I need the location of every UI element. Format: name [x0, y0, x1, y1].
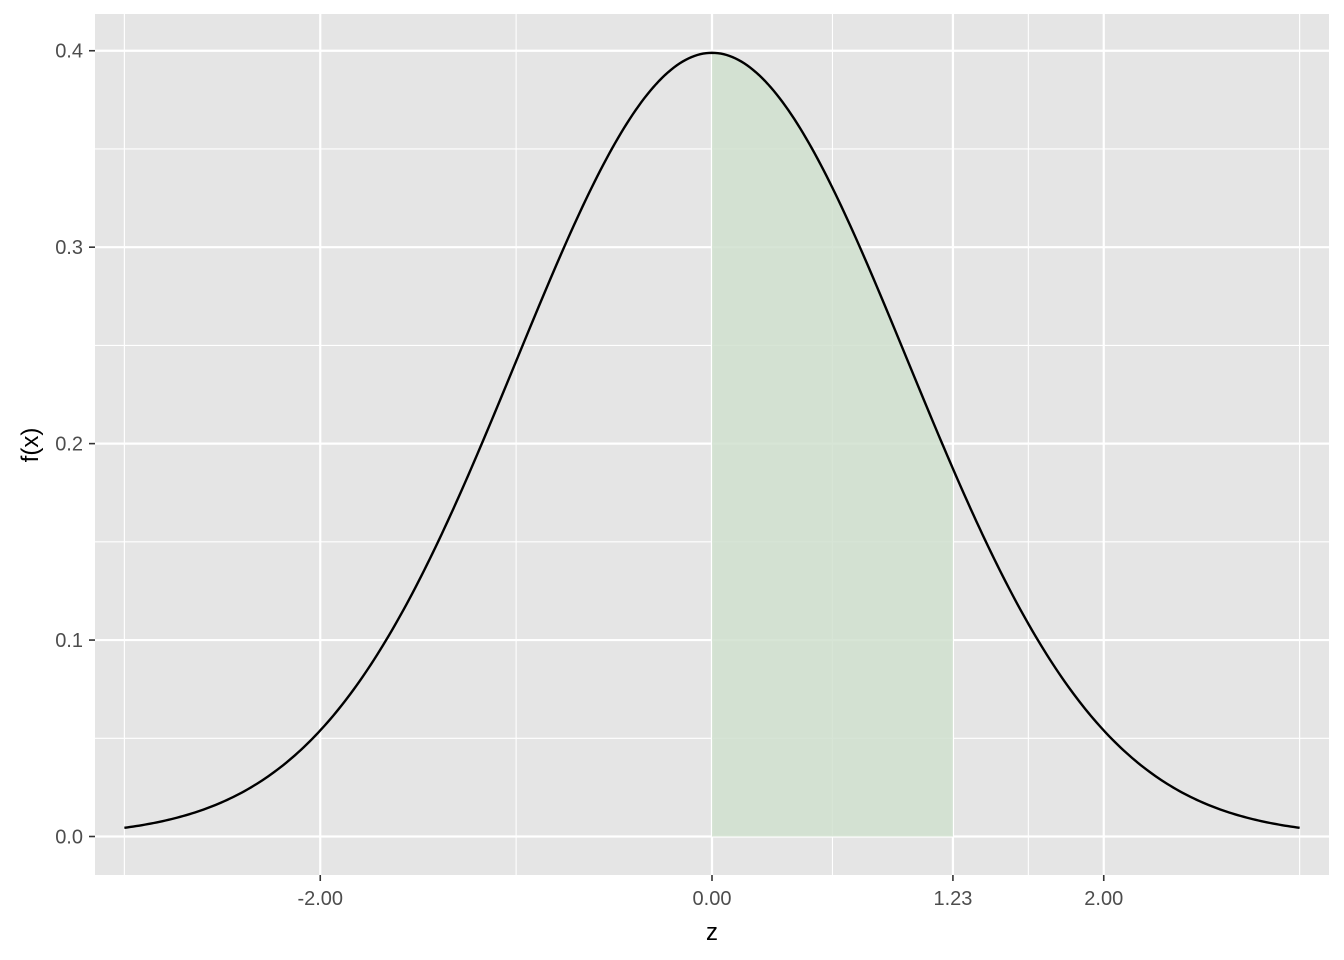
x-tick-label: -2.00: [297, 888, 343, 910]
y-axis-title: f(x): [17, 428, 44, 463]
y-axis-ticks: 0.0 0.1 0.2 0.3 0.4: [55, 41, 95, 848]
x-tick-label: 2.00: [1084, 888, 1123, 910]
y-tick-label: 0.3: [55, 237, 83, 259]
shaded-probability-area: [712, 52, 953, 837]
y-tick-label: 0.1: [55, 630, 83, 652]
y-tick-label: 0.4: [55, 41, 83, 63]
y-tick-label: 0.2: [55, 434, 83, 456]
density-curve: [124, 51, 1300, 829]
y-tick-label: 0.0: [55, 826, 83, 848]
x-tick-label: 1.23: [933, 888, 972, 910]
x-tick-label: 0.00: [693, 888, 732, 910]
x-axis-title: z: [706, 919, 718, 946]
x-axis-ticks: -2.00 0.00 1.23 2.00: [297, 875, 1123, 910]
